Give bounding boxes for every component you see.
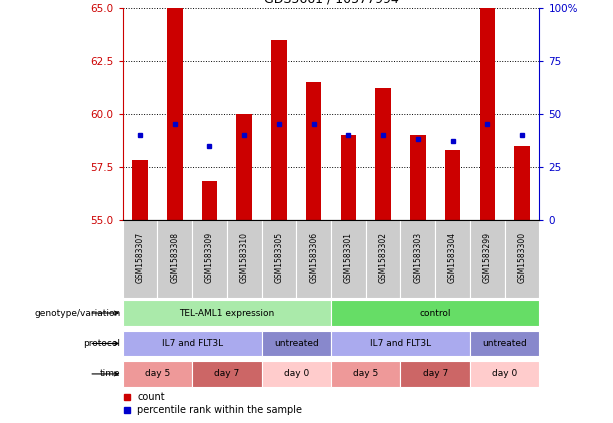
Bar [227,220,262,298]
Bar [167,8,183,220]
Bar [514,146,530,220]
Bar [237,114,252,220]
Text: GSM1583300: GSM1583300 [517,231,527,283]
Text: GSM1583302: GSM1583302 [379,232,387,283]
Bar [123,300,331,326]
Bar [470,361,539,387]
Text: GSM1583305: GSM1583305 [275,231,283,283]
Text: day 5: day 5 [145,369,170,379]
Text: GSM1583310: GSM1583310 [240,232,249,283]
Text: day 7: day 7 [422,369,448,379]
Text: GSM1583303: GSM1583303 [413,231,422,283]
Bar [262,331,331,356]
Bar [445,150,460,220]
Bar [158,220,192,298]
Text: protocol: protocol [83,339,121,348]
Text: IL7 and FLT3L: IL7 and FLT3L [161,339,223,348]
Text: GSM1583307: GSM1583307 [135,231,145,283]
Bar [366,220,400,298]
Text: GSM1583306: GSM1583306 [309,231,318,283]
Text: GSM1583304: GSM1583304 [448,231,457,283]
Text: percentile rank within the sample: percentile rank within the sample [137,406,302,415]
Bar [470,220,504,298]
Bar [132,160,148,220]
Text: untreated: untreated [274,339,319,348]
Bar [192,220,227,298]
Bar [306,82,321,220]
Bar [410,135,425,220]
Text: day 7: day 7 [214,369,240,379]
Text: IL7 and FLT3L: IL7 and FLT3L [370,339,431,348]
Text: GSM1583301: GSM1583301 [344,232,353,283]
Bar [296,220,331,298]
Bar [331,361,400,387]
Bar [262,220,296,298]
Text: genotype/variation: genotype/variation [34,308,121,318]
Text: GSM1583299: GSM1583299 [483,232,492,283]
Bar [123,220,158,298]
Bar [341,135,356,220]
Text: GSM1583308: GSM1583308 [170,232,179,283]
Bar [479,8,495,220]
Text: day 5: day 5 [353,369,378,379]
Text: untreated: untreated [482,339,527,348]
Bar [504,220,539,298]
Text: time: time [100,369,121,379]
Bar [331,220,366,298]
Bar [192,361,262,387]
Bar [400,220,435,298]
Text: TEL-AML1 expression: TEL-AML1 expression [179,308,275,318]
Text: day 0: day 0 [492,369,517,379]
Text: control: control [419,308,451,318]
Bar [262,361,331,387]
Bar [202,181,217,220]
Bar [271,40,287,220]
Bar [470,331,539,356]
Bar [331,300,539,326]
Title: GDS5661 / 10577994: GDS5661 / 10577994 [264,0,398,5]
Bar [123,361,192,387]
Bar [435,220,470,298]
Bar [331,331,470,356]
Text: GSM1583309: GSM1583309 [205,231,214,283]
Bar [123,331,262,356]
Text: day 0: day 0 [284,369,309,379]
Bar [375,88,391,220]
Text: count: count [137,393,165,402]
Bar [400,361,470,387]
